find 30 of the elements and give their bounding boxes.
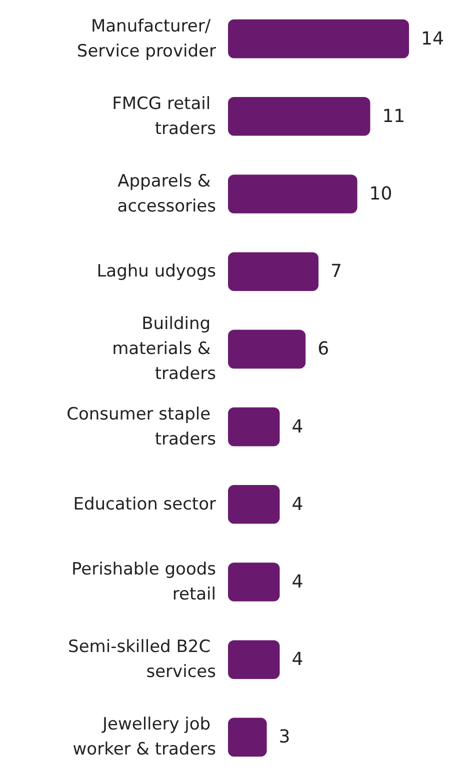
bar [228,640,280,679]
bar [228,485,280,524]
data-label: 4 [292,649,304,670]
y-tick-label: Perishable goods retail [72,560,216,604]
y-tick-label: FMCG retail traders [112,94,216,139]
bar [228,19,409,58]
y-tick-label: Manufacturer/ Service provider [76,16,216,62]
data-label: 6 [318,338,330,360]
y-tick-label: Jewellery job worker & traders [72,714,216,760]
data-label: 4 [292,494,304,515]
data-label: 3 [278,726,290,748]
y-tick-label: Apparels & accessories [117,172,216,216]
bar [228,330,306,369]
y-tick-label: Consumer staple traders [66,404,216,450]
bar [228,97,370,136]
data-label: 10 [369,184,392,204]
bar [228,718,267,757]
data-label: 4 [292,416,304,438]
bar [228,407,280,446]
y-tick-label: Semi-skilled B2C services [68,637,216,682]
data-label: 4 [292,572,304,592]
y-tick-label: Building materials & traders [112,314,216,384]
data-label: 14 [421,28,444,50]
y-tick-label: Laghu udyogs [96,262,216,282]
bar [228,562,280,602]
data-label: 11 [382,106,406,127]
bar [228,174,358,214]
data-label: 7 [330,261,342,282]
bar [228,252,318,291]
y-tick-label: Education sector [73,494,216,514]
